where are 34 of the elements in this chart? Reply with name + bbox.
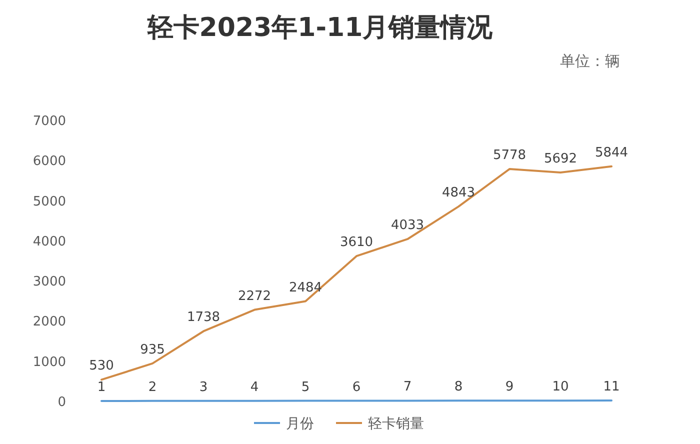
data-label: 5 <box>301 380 310 395</box>
data-label: 2 <box>148 380 157 395</box>
y-tick-label: 0 <box>58 395 66 410</box>
data-label: 4033 <box>390 218 424 234</box>
data-label: 2272 <box>238 288 272 304</box>
data-label: 2484 <box>288 280 322 296</box>
data-label: 4 <box>250 380 259 395</box>
data-label: 11 <box>603 380 620 395</box>
data-label: 6 <box>352 380 361 395</box>
y-tick-label: 7000 <box>32 114 66 129</box>
data-label: 5844 <box>594 145 628 160</box>
legend-label: 月份 <box>286 416 314 432</box>
data-label: 935 <box>140 342 165 358</box>
y-tick-label: 2000 <box>32 314 66 330</box>
data-label: 10 <box>552 380 569 395</box>
data-label: 4843 <box>442 186 476 201</box>
data-label: 3 <box>199 380 208 395</box>
chart-title: 轻卡2023年1-11月销量情况 <box>146 13 494 43</box>
data-label: 3610 <box>340 235 374 250</box>
chart-subtitle: 单位：辆 <box>560 52 620 70</box>
data-label: 7 <box>403 380 412 395</box>
data-label: 1 <box>97 380 106 395</box>
y-tick-label: 5000 <box>32 194 66 210</box>
data-label: 5692 <box>544 152 578 167</box>
y-tick-label: 3000 <box>32 274 66 290</box>
data-label: 1738 <box>186 310 220 326</box>
y-tick-label: 1000 <box>32 354 66 370</box>
y-tick-label: 4000 <box>32 234 66 250</box>
data-label: 9 <box>505 380 514 395</box>
data-label: 5778 <box>492 148 526 164</box>
y-tick-label: 6000 <box>32 154 66 170</box>
data-label: 530 <box>89 358 114 374</box>
legend-label: 轻卡销量 <box>368 416 424 432</box>
data-label: 8 <box>454 380 463 395</box>
